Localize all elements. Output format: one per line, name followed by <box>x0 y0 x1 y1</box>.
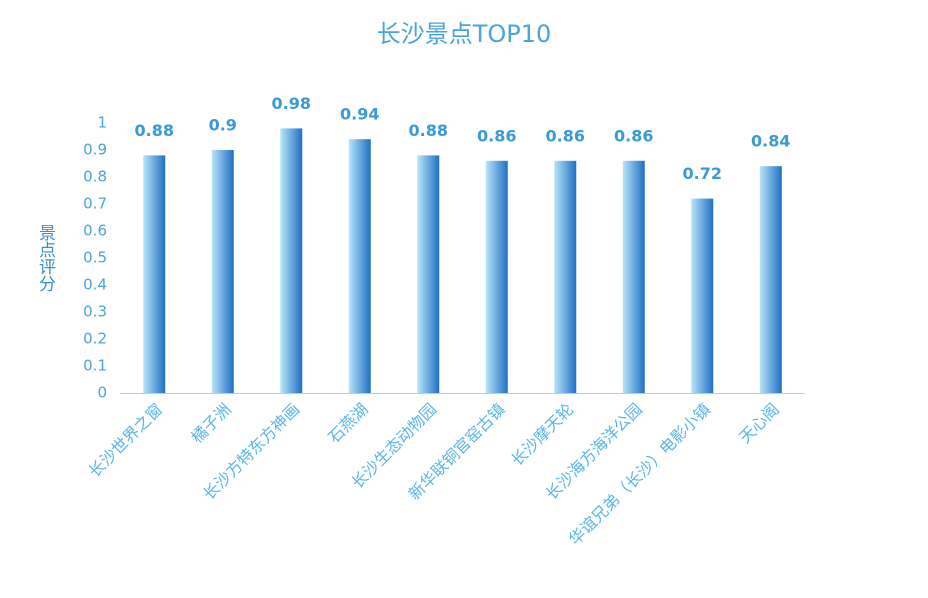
bar <box>211 150 234 393</box>
bar <box>417 155 440 393</box>
data-label: 0.86 <box>477 126 516 145</box>
y-tick-label: 0.2 <box>83 330 107 348</box>
bar <box>485 160 508 393</box>
x-tick-label: 长沙摩天轮 <box>507 400 577 470</box>
y-tick-label: 0.5 <box>83 249 107 267</box>
y-tick-label: 0.8 <box>83 168 107 186</box>
data-label: 0.86 <box>614 126 653 145</box>
data-label: 0.94 <box>340 105 379 124</box>
bar <box>280 128 303 393</box>
data-label: 0.98 <box>272 94 311 113</box>
y-tick-label: 1 <box>97 114 107 132</box>
y-tick-label: 0 <box>97 384 107 402</box>
data-label: 0.72 <box>683 164 722 183</box>
bar <box>143 155 166 393</box>
x-tick-label: 华谊兄弟（长沙）电影小镇 <box>565 400 714 549</box>
chart-title: 长沙景点TOP10 <box>377 20 552 48</box>
bar <box>348 139 371 393</box>
x-tick-label: 橘子洲 <box>187 400 234 447</box>
y-tick-label: 0.6 <box>83 222 107 240</box>
data-label: 0.86 <box>546 126 585 145</box>
y-axis-label: 景点评分 <box>35 224 56 292</box>
x-tick-label: 天心阁 <box>735 400 782 447</box>
data-label: 0.88 <box>135 121 174 140</box>
y-tick-label: 0.4 <box>83 276 107 294</box>
x-tick-label: 长沙世界之窗 <box>85 400 166 481</box>
data-label: 0.88 <box>409 121 448 140</box>
data-label: 0.9 <box>209 116 237 135</box>
bar <box>759 166 782 393</box>
bar <box>691 198 714 393</box>
data-label: 0.84 <box>751 132 790 151</box>
bar <box>622 160 645 393</box>
y-tick-label: 0.3 <box>83 303 107 321</box>
y-tick-label: 0.1 <box>83 357 107 375</box>
y-tick-label: 0.9 <box>83 141 107 159</box>
bar <box>554 160 577 393</box>
x-tick-label: 石燕湖 <box>324 400 371 447</box>
y-tick-label: 0.7 <box>83 195 107 213</box>
